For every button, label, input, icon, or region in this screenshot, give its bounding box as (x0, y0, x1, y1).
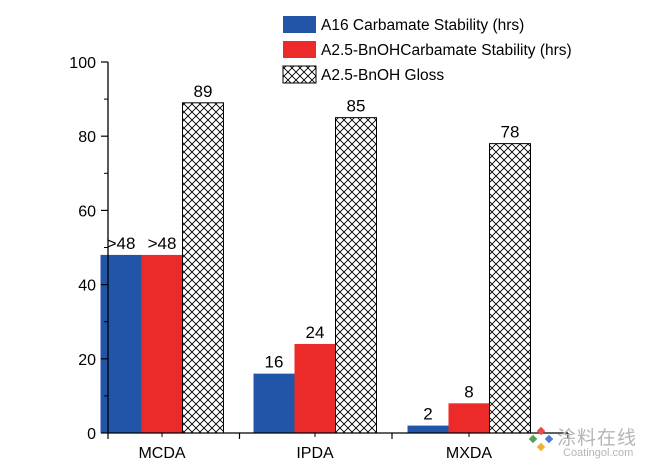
data-label-ipda-series-1: 16 (265, 353, 284, 372)
axes-layer (101, 61, 569, 439)
x-tick-label-ipda: IPDA (296, 445, 334, 462)
bar-mcda-series-1 (100, 254, 142, 433)
labels-layer: >48 >48 89 MCDA 16 24 85 IPDA 2 8 78 MXDA 0 20 40 60 80 1… (69, 55, 519, 462)
data-label-ipda-series-3: 85 (347, 97, 366, 116)
watermark: 涂料在线 Coatingol.com (527, 423, 645, 467)
watermark-text: 涂料在线 (557, 427, 638, 449)
bar-mxda-series-2 (448, 403, 490, 433)
y-tick-label-20: 20 (78, 352, 96, 369)
bars-layer (100, 102, 531, 434)
bar-ipda-series-3 (335, 117, 377, 434)
legend-swatch-series-1 (283, 16, 316, 33)
data-label-mxda-series-2: 8 (464, 382, 473, 401)
legend-swatch-series-3 (282, 65, 317, 84)
y-tick-label-100: 100 (69, 55, 96, 72)
legend-label-series-1: A16 Carbamate Stability (hrs) (321, 17, 524, 34)
x-tick-label-mxda: MXDA (446, 445, 493, 462)
data-label-mcda-series-3: 89 (194, 82, 213, 101)
legend: A16 Carbamate Stability (hrs) A2.5-BnOHCa… (282, 16, 572, 84)
data-label-mcda-series-2: >48 (148, 234, 177, 253)
legend-swatch-series-2 (283, 41, 316, 58)
legend-label-series-2: A2.5-BnOHCarbamate Stability (hrs) (321, 42, 572, 59)
data-label-mcda-series-1: >48 (107, 234, 136, 253)
data-label-mxda-series-3: 78 (501, 123, 520, 142)
x-tick-label-mcda: MCDA (138, 445, 185, 462)
watermark-subtext: Coatingol.com (563, 447, 634, 459)
data-label-ipda-series-2: 24 (306, 323, 325, 342)
data-label-mxda-series-1: 2 (423, 405, 432, 424)
y-tick-label-80: 80 (78, 129, 96, 146)
bar-mxda-series-1 (407, 425, 449, 433)
bar-mcda-series-3 (182, 102, 224, 434)
bar-ipda-series-1 (253, 373, 295, 433)
bar-mcda-series-2 (141, 254, 183, 433)
y-tick-label-40: 40 (78, 278, 96, 295)
y-tick-label-0: 0 (87, 426, 96, 443)
watermark-logo-icon (528, 427, 553, 452)
bar-mxda-series-3 (489, 143, 531, 434)
y-tick-label-60: 60 (78, 203, 96, 220)
bar-ipda-series-2 (294, 343, 336, 433)
legend-label-series-3: A2.5-BnOH Gloss (321, 67, 444, 84)
